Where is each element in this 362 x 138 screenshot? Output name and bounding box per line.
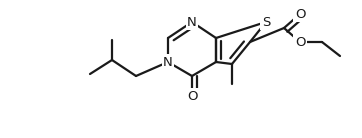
Text: N: N (187, 15, 197, 29)
Text: O: O (295, 35, 305, 48)
Text: N: N (163, 55, 173, 68)
Text: O: O (187, 90, 197, 103)
Text: O: O (295, 7, 305, 21)
Text: S: S (262, 15, 270, 29)
